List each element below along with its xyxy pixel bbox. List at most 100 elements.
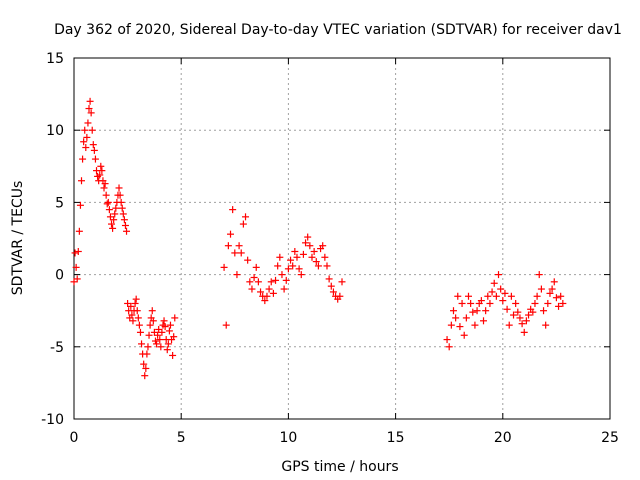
data-point <box>501 289 509 297</box>
y-axis-label: SDTVAR / TECUs <box>10 181 26 296</box>
data-point <box>170 333 178 341</box>
data-point <box>492 292 500 300</box>
y-tick-label: 10 <box>46 123 64 139</box>
data-point <box>308 253 316 261</box>
data-point <box>100 184 108 192</box>
data-point <box>319 242 327 250</box>
data-point <box>86 97 94 105</box>
data-point <box>73 275 81 283</box>
data-point <box>297 271 305 279</box>
data-point <box>120 216 128 224</box>
data-point <box>484 292 492 300</box>
data-point <box>261 297 269 305</box>
data-point <box>101 180 109 188</box>
data-point <box>111 210 119 218</box>
data-point <box>117 198 125 206</box>
data-point <box>514 308 522 316</box>
data-point <box>490 279 498 287</box>
y-tick-label: 15 <box>46 51 64 67</box>
data-point <box>102 191 110 199</box>
data-point <box>144 343 152 351</box>
data-point <box>161 323 169 331</box>
data-point <box>280 285 288 293</box>
data-point <box>321 253 329 261</box>
data-point <box>486 299 494 307</box>
data-point <box>456 323 464 331</box>
y-tick-label: -5 <box>50 340 64 356</box>
y-tick-label: 5 <box>55 195 64 211</box>
data-point <box>467 299 475 307</box>
data-point <box>88 126 96 134</box>
data-point <box>302 239 310 247</box>
data-point <box>220 263 228 271</box>
data-point <box>287 256 295 264</box>
data-point <box>544 299 552 307</box>
data-point <box>235 242 243 250</box>
data-point <box>469 308 477 316</box>
data-point <box>473 307 481 315</box>
data-point <box>559 299 567 307</box>
data-point <box>98 167 106 175</box>
data-point <box>447 321 455 329</box>
data-point <box>138 340 146 348</box>
data-point <box>135 321 143 329</box>
data-points <box>70 97 567 380</box>
data-point <box>449 307 457 315</box>
data-point <box>510 311 518 319</box>
data-point <box>482 307 490 315</box>
data-point <box>488 288 496 296</box>
data-point <box>274 262 282 270</box>
data-point <box>75 227 83 235</box>
data-point <box>458 299 466 307</box>
data-point <box>171 314 179 322</box>
data-point <box>525 311 533 319</box>
data-point <box>237 249 245 257</box>
data-point <box>90 146 98 154</box>
data-point <box>127 302 135 310</box>
data-point <box>156 336 164 344</box>
data-point <box>548 285 556 293</box>
data-point <box>97 162 105 170</box>
data-point <box>252 263 260 271</box>
data-point <box>557 292 565 300</box>
data-point <box>85 105 93 113</box>
x-tick-label: 10 <box>279 430 297 446</box>
chart-title: Day 362 of 2020, Sidereal Day-to-day VTE… <box>54 22 622 38</box>
data-point <box>132 295 140 303</box>
x-tick-label: 0 <box>70 430 79 446</box>
data-point <box>80 138 88 146</box>
data-point <box>452 314 460 322</box>
data-point <box>265 285 273 293</box>
data-point <box>163 346 171 354</box>
grid-lines <box>74 58 610 419</box>
data-point <box>244 256 252 264</box>
data-point <box>325 275 333 283</box>
data-point <box>104 198 112 206</box>
data-point <box>323 262 331 270</box>
data-point <box>108 220 116 228</box>
data-point <box>109 224 117 232</box>
data-point <box>518 320 526 328</box>
data-point <box>81 126 89 134</box>
data-point <box>464 292 472 300</box>
data-point <box>128 311 136 319</box>
data-point <box>445 343 453 351</box>
data-point <box>131 299 139 307</box>
data-point <box>304 233 312 241</box>
data-point <box>471 321 479 329</box>
data-point <box>314 262 322 270</box>
data-point <box>84 119 92 127</box>
data-point <box>291 247 299 255</box>
data-point <box>78 177 86 185</box>
data-point <box>157 343 165 351</box>
data-point <box>140 360 148 368</box>
data-point <box>115 184 123 192</box>
data-point <box>537 285 545 293</box>
data-point <box>282 276 290 284</box>
data-point <box>72 263 80 271</box>
data-point <box>336 292 344 300</box>
data-point <box>533 292 541 300</box>
data-point <box>329 288 337 296</box>
data-point <box>134 314 142 322</box>
